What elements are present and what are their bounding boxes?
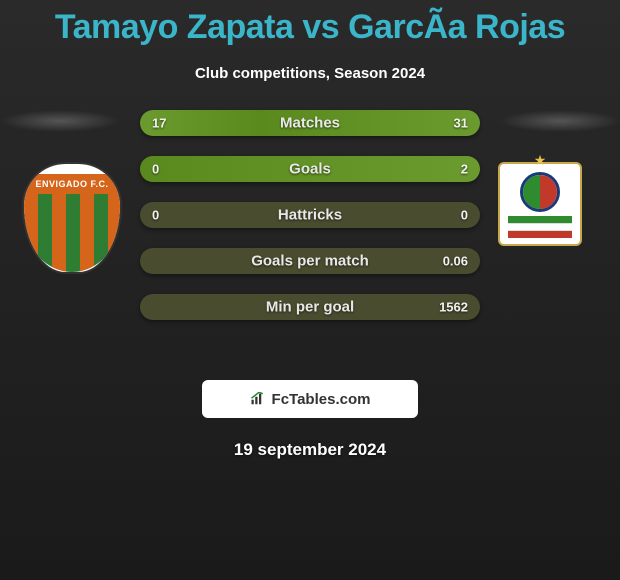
brand-text: FcTables.com — [272, 391, 371, 408]
once-caldas-flag — [508, 216, 572, 238]
envigado-shield-icon: ENVIGADO F.C. — [22, 162, 122, 274]
stat-right-value: 0.06 — [443, 254, 468, 269]
stat-bar: Hattricks 0 0 — [140, 202, 480, 228]
stat-left-value: 0 — [152, 208, 159, 223]
right-team-logo: ★ — [498, 162, 598, 262]
bars-icon — [250, 392, 268, 406]
date-line: 19 september 2024 — [0, 440, 620, 460]
stat-right-value: 0 — [461, 208, 468, 223]
stat-left-value: 0 — [152, 162, 159, 177]
comparison-area: ENVIGADO F.C. ★ Matches 17 31 Goals 0 2 Hattri… — [0, 110, 620, 370]
stat-label: Goals — [289, 161, 331, 178]
stat-bar: Goals 0 2 — [140, 156, 480, 182]
stat-right-value: 2 — [461, 162, 468, 177]
stat-bar: Min per goal 1562 — [140, 294, 480, 320]
page-title: Tamayo Zapata vs GarcÃa Rojas — [0, 0, 620, 47]
stat-left-value: 17 — [152, 116, 166, 131]
star-icon: ★ — [534, 152, 547, 169]
right-player-shadow — [500, 110, 620, 132]
stat-label: Matches — [280, 115, 340, 132]
envigado-stripes — [24, 194, 120, 272]
once-caldas-shield-icon: ★ — [498, 162, 582, 246]
envigado-banner: ENVIGADO F.C. — [24, 174, 120, 194]
once-caldas-emblem — [520, 172, 560, 212]
stat-label: Min per goal — [266, 299, 354, 316]
stat-right-value: 31 — [454, 116, 468, 131]
stat-bars: Matches 17 31 Goals 0 2 Hattricks 0 0 Goals per m… — [140, 110, 480, 340]
brand-box: FcTables.com — [202, 380, 418, 418]
stat-right-value: 1562 — [439, 300, 468, 315]
stat-label: Hattricks — [278, 207, 342, 224]
stat-bar: Goals per match 0.06 — [140, 248, 480, 274]
left-player-shadow — [0, 110, 120, 132]
subtitle: Club competitions, Season 2024 — [0, 65, 620, 82]
stat-bar: Matches 17 31 — [140, 110, 480, 136]
stat-label: Goals per match — [251, 253, 369, 270]
left-team-logo: ENVIGADO F.C. — [22, 162, 122, 262]
